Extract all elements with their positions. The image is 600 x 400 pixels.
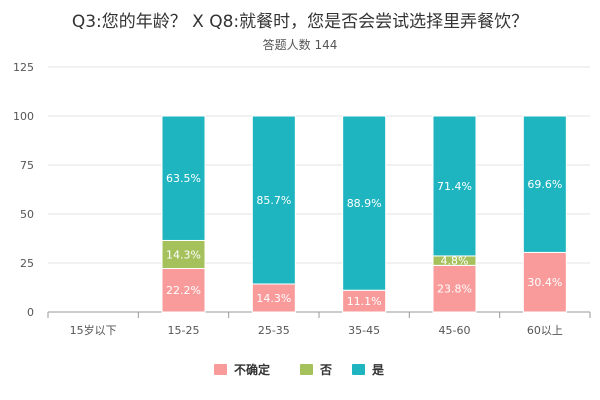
bar-segment <box>251 283 296 313</box>
bar-segment <box>522 115 567 253</box>
x-tick-label: 35-45 <box>348 324 380 337</box>
legend-label: 否 <box>319 363 332 377</box>
data-label: 14.3% <box>166 248 201 261</box>
x-tick-label: 60以上 <box>527 324 563 337</box>
data-label: 71.4% <box>437 180 472 193</box>
chart-title: Q3:您的年龄？ X Q8:就餐时，您是否会尝试选择里弄餐饮？ <box>71 12 529 32</box>
data-label: 85.7% <box>256 194 291 207</box>
y-tick-label: 75 <box>20 159 34 172</box>
x-tick-label: 45-60 <box>439 324 471 337</box>
y-tick-label: 100 <box>13 110 34 123</box>
bar-segment <box>161 115 206 241</box>
bar-segment <box>432 115 477 257</box>
x-tick-label: 25-35 <box>258 324 290 337</box>
x-tick-label: 15-25 <box>168 324 200 337</box>
y-tick-label: 25 <box>20 257 34 270</box>
data-label: 63.5% <box>166 172 201 185</box>
bar-segment <box>251 115 296 285</box>
chart-subtitle: 答题人数 144 <box>262 38 338 52</box>
bar-segment <box>522 251 567 313</box>
legend-label: 不确定 <box>234 362 270 377</box>
x-tick-label: 15岁以下 <box>70 323 117 337</box>
data-label: 88.9% <box>347 197 382 210</box>
y-tick-label: 50 <box>20 208 34 221</box>
data-label: 23.8% <box>437 283 472 296</box>
y-tick-label: 0 <box>27 306 34 319</box>
data-label: 14.3% <box>256 292 291 305</box>
data-label: 11.1% <box>347 295 382 308</box>
legend-swatch <box>214 364 227 375</box>
legend-label: 是 <box>371 363 385 377</box>
y-tick-label: 125 <box>13 61 34 74</box>
data-label: 22.2% <box>166 284 201 297</box>
data-label: 30.4% <box>527 276 562 289</box>
legend-swatch <box>300 364 313 375</box>
bar-segment <box>342 115 387 291</box>
bar-segment <box>432 264 477 313</box>
legend-swatch <box>352 364 365 375</box>
data-label: 4.8% <box>441 255 469 268</box>
data-label: 69.6% <box>527 178 562 191</box>
